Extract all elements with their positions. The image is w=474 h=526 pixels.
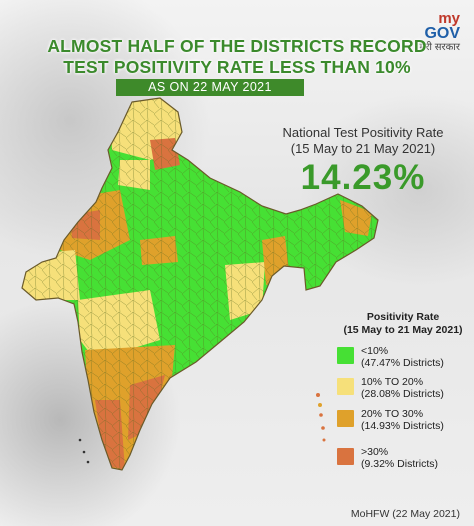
national-rate-value: 14.23% (300, 158, 426, 197)
legend-share: (14.93% Districts) (361, 420, 444, 432)
legend-item-10-20: 10% TO 20% (28.08% Districts) (337, 376, 472, 404)
legend-item-below-10: <10% (47.47% Districts) (337, 345, 472, 373)
india-outline (21, 97, 379, 471)
legend-swatch (337, 448, 354, 465)
andaman-islands (316, 393, 326, 442)
lakshadweep-islands (78, 438, 90, 464)
legend-swatch (337, 347, 354, 364)
legend-range: <10% (361, 345, 389, 357)
legend-share: (28.08% Districts) (361, 388, 444, 400)
headline-line-2: TEST POSITIVITY RATE LESS THAN 10% (63, 57, 411, 77)
legend-range: >30% (361, 446, 389, 458)
logo-hindi: मेरी सरकार (419, 42, 460, 53)
logo-gov: GOV (424, 25, 460, 42)
legend-swatch (337, 378, 354, 395)
national-rate-label: National Test Positivity Rate (15 May to… (258, 125, 468, 157)
legend-item-above-30: >30% (9.32% Districts) (337, 446, 472, 474)
legend-title-line2: (15 May to 21 May 2021) (343, 324, 463, 336)
legend-item-20-30: 20% TO 30% (14.93% Districts) (337, 408, 472, 436)
legend-title: Positivity Rate (15 May to 21 May 2021) (338, 311, 468, 337)
legend-share: (9.32% Districts) (361, 458, 439, 470)
national-rate-label-line1: National Test Positivity Rate (282, 125, 444, 140)
source-credit: MoHFW (22 May 2021) (350, 508, 460, 520)
legend-title-line1: Positivity Rate (366, 311, 440, 323)
headline-line-1: ALMOST HALF OF THE DISTRICTS RECORD (47, 36, 427, 56)
logo-my: my (438, 10, 460, 27)
legend-share: (47.47% Districts) (361, 357, 444, 369)
national-rate-label-line2: (15 May to 21 May 2021) (290, 141, 436, 156)
legend-range: 10% TO 20% (361, 376, 424, 388)
legend-swatch (337, 410, 354, 427)
mygov-logo: my GOV मेरी सरकार (419, 10, 460, 54)
legend-range: 20% TO 30% (361, 408, 424, 420)
date-banner: AS ON 22 MAY 2021 (116, 79, 304, 96)
